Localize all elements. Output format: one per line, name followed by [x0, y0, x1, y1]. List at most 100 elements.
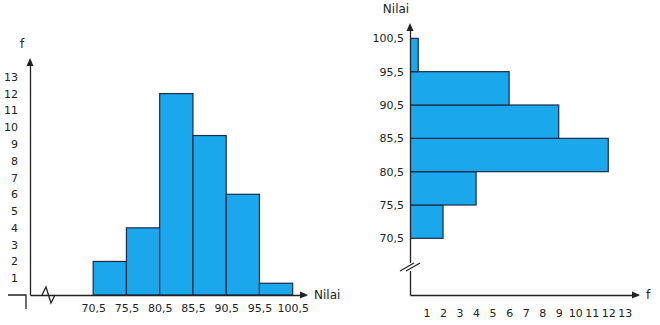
tick: 5 — [490, 295, 497, 320]
tick: 13 — [618, 295, 632, 320]
tick: 6 — [506, 295, 513, 320]
bar — [226, 194, 259, 295]
bar — [410, 138, 608, 171]
tick-label: 2 — [440, 307, 447, 320]
tick: 85,5 — [181, 295, 206, 315]
axis-break — [8, 295, 26, 309]
tick-label: 13 — [4, 71, 18, 84]
tick-label: 3 — [11, 239, 18, 252]
bar — [410, 72, 509, 105]
bar — [410, 38, 418, 71]
chart-canvas: 70,575,580,585,590,595,5100,512345678910… — [0, 0, 660, 325]
bar — [410, 105, 559, 138]
axis: 70,5 75,5 80,5 85,5 90,5 95,5 100,5 — [31, 295, 309, 315]
tick: 1 — [424, 295, 431, 320]
tick-label: 75,5 — [380, 199, 405, 212]
tick-label: 3 — [457, 307, 464, 320]
tick: 11 — [4, 104, 30, 117]
bars — [93, 94, 293, 295]
tick-label: 8 — [539, 307, 546, 320]
tick-label: 2 — [11, 255, 18, 268]
tick: 7 — [523, 295, 530, 320]
tick-label: 5 — [490, 307, 497, 320]
tick: 3 — [11, 239, 30, 252]
tick: 90,5 — [380, 99, 411, 112]
axis-arrow — [300, 292, 308, 299]
tick-label: 10 — [569, 307, 583, 320]
axis-arrow — [27, 58, 34, 66]
tick-label: 9 — [11, 138, 18, 151]
axis: 70,5 75,5 80,5 85,5 90,5 95,5 100,5 — [373, 26, 411, 296]
axis-line — [30, 61, 31, 296]
tick-label: 90,5 — [380, 99, 405, 112]
tick: 9 — [556, 295, 563, 320]
tick-label: 12 — [4, 88, 18, 101]
axis: 12345678910111213 — [411, 295, 639, 320]
tick: 7 — [11, 172, 30, 185]
axis: 12345678910111213 — [4, 61, 31, 296]
tick: 3 — [457, 295, 464, 320]
tick-label: 6 — [506, 307, 513, 320]
tick-label: 85,5 — [380, 132, 405, 145]
bar — [193, 136, 226, 295]
bar — [410, 172, 476, 205]
x-axis-title: f — [646, 288, 651, 302]
tick-label: 8 — [11, 155, 18, 168]
tick-label: 7 — [11, 172, 18, 185]
axis-arrow — [407, 23, 414, 31]
bar — [93, 261, 126, 295]
bar — [259, 283, 292, 295]
tick-label: 80,5 — [380, 166, 405, 179]
tick: 6 — [11, 188, 30, 201]
tick: 8 — [539, 295, 546, 320]
x-axis-title: Nilai — [314, 288, 340, 302]
tick-label: 10 — [4, 121, 18, 134]
tick-label: 11 — [4, 104, 18, 117]
tick: 70,5 — [380, 232, 411, 245]
tick: 75,5 — [380, 199, 411, 212]
tick-label: 95,5 — [248, 302, 273, 315]
tick: 80,5 — [380, 166, 411, 179]
axis-line — [31, 295, 307, 296]
tick-label: 90,5 — [214, 302, 239, 315]
tick-label: 11 — [585, 307, 599, 320]
tick: 90,5 — [214, 295, 239, 315]
tick: 12 — [602, 295, 616, 320]
bars — [410, 38, 608, 238]
tick-label: 1 — [424, 307, 431, 320]
tick: 10 — [4, 121, 30, 134]
tick: 11 — [585, 295, 599, 320]
tick-label: 13 — [618, 307, 632, 320]
tick-label: 6 — [11, 188, 18, 201]
tick: 100,5 — [277, 295, 309, 315]
tick-label: 100,5 — [373, 32, 405, 45]
tick-label: 7 — [523, 307, 530, 320]
tick: 95,5 — [380, 66, 411, 79]
tick: 10 — [569, 295, 583, 320]
bar — [126, 228, 159, 295]
tick: 4 — [11, 222, 30, 235]
tick: 5 — [11, 205, 30, 218]
tick: 8 — [11, 155, 30, 168]
bar — [160, 94, 193, 295]
tick-label: 80,5 — [148, 302, 173, 315]
tick-label: 70,5 — [81, 302, 106, 315]
tick: 2 — [11, 255, 30, 268]
tick: 85,5 — [380, 132, 411, 145]
tick: 9 — [11, 138, 30, 151]
y-axis-title: Nilai — [383, 2, 409, 16]
tick-label: 4 — [11, 222, 18, 235]
axis-break — [406, 263, 420, 271]
tick: 2 — [440, 295, 447, 320]
tick-label: 85,5 — [181, 302, 206, 315]
tick-label: 12 — [602, 307, 616, 320]
tick: 4 — [473, 295, 480, 320]
tick: 70,5 — [81, 295, 106, 315]
tick: 12 — [4, 88, 30, 101]
tick: 13 — [4, 71, 30, 84]
tick: 75,5 — [115, 295, 140, 315]
axis-line — [410, 26, 411, 296]
tick: 80,5 — [148, 295, 173, 315]
axis-arrow — [632, 292, 640, 299]
tick-label: 70,5 — [380, 232, 405, 245]
